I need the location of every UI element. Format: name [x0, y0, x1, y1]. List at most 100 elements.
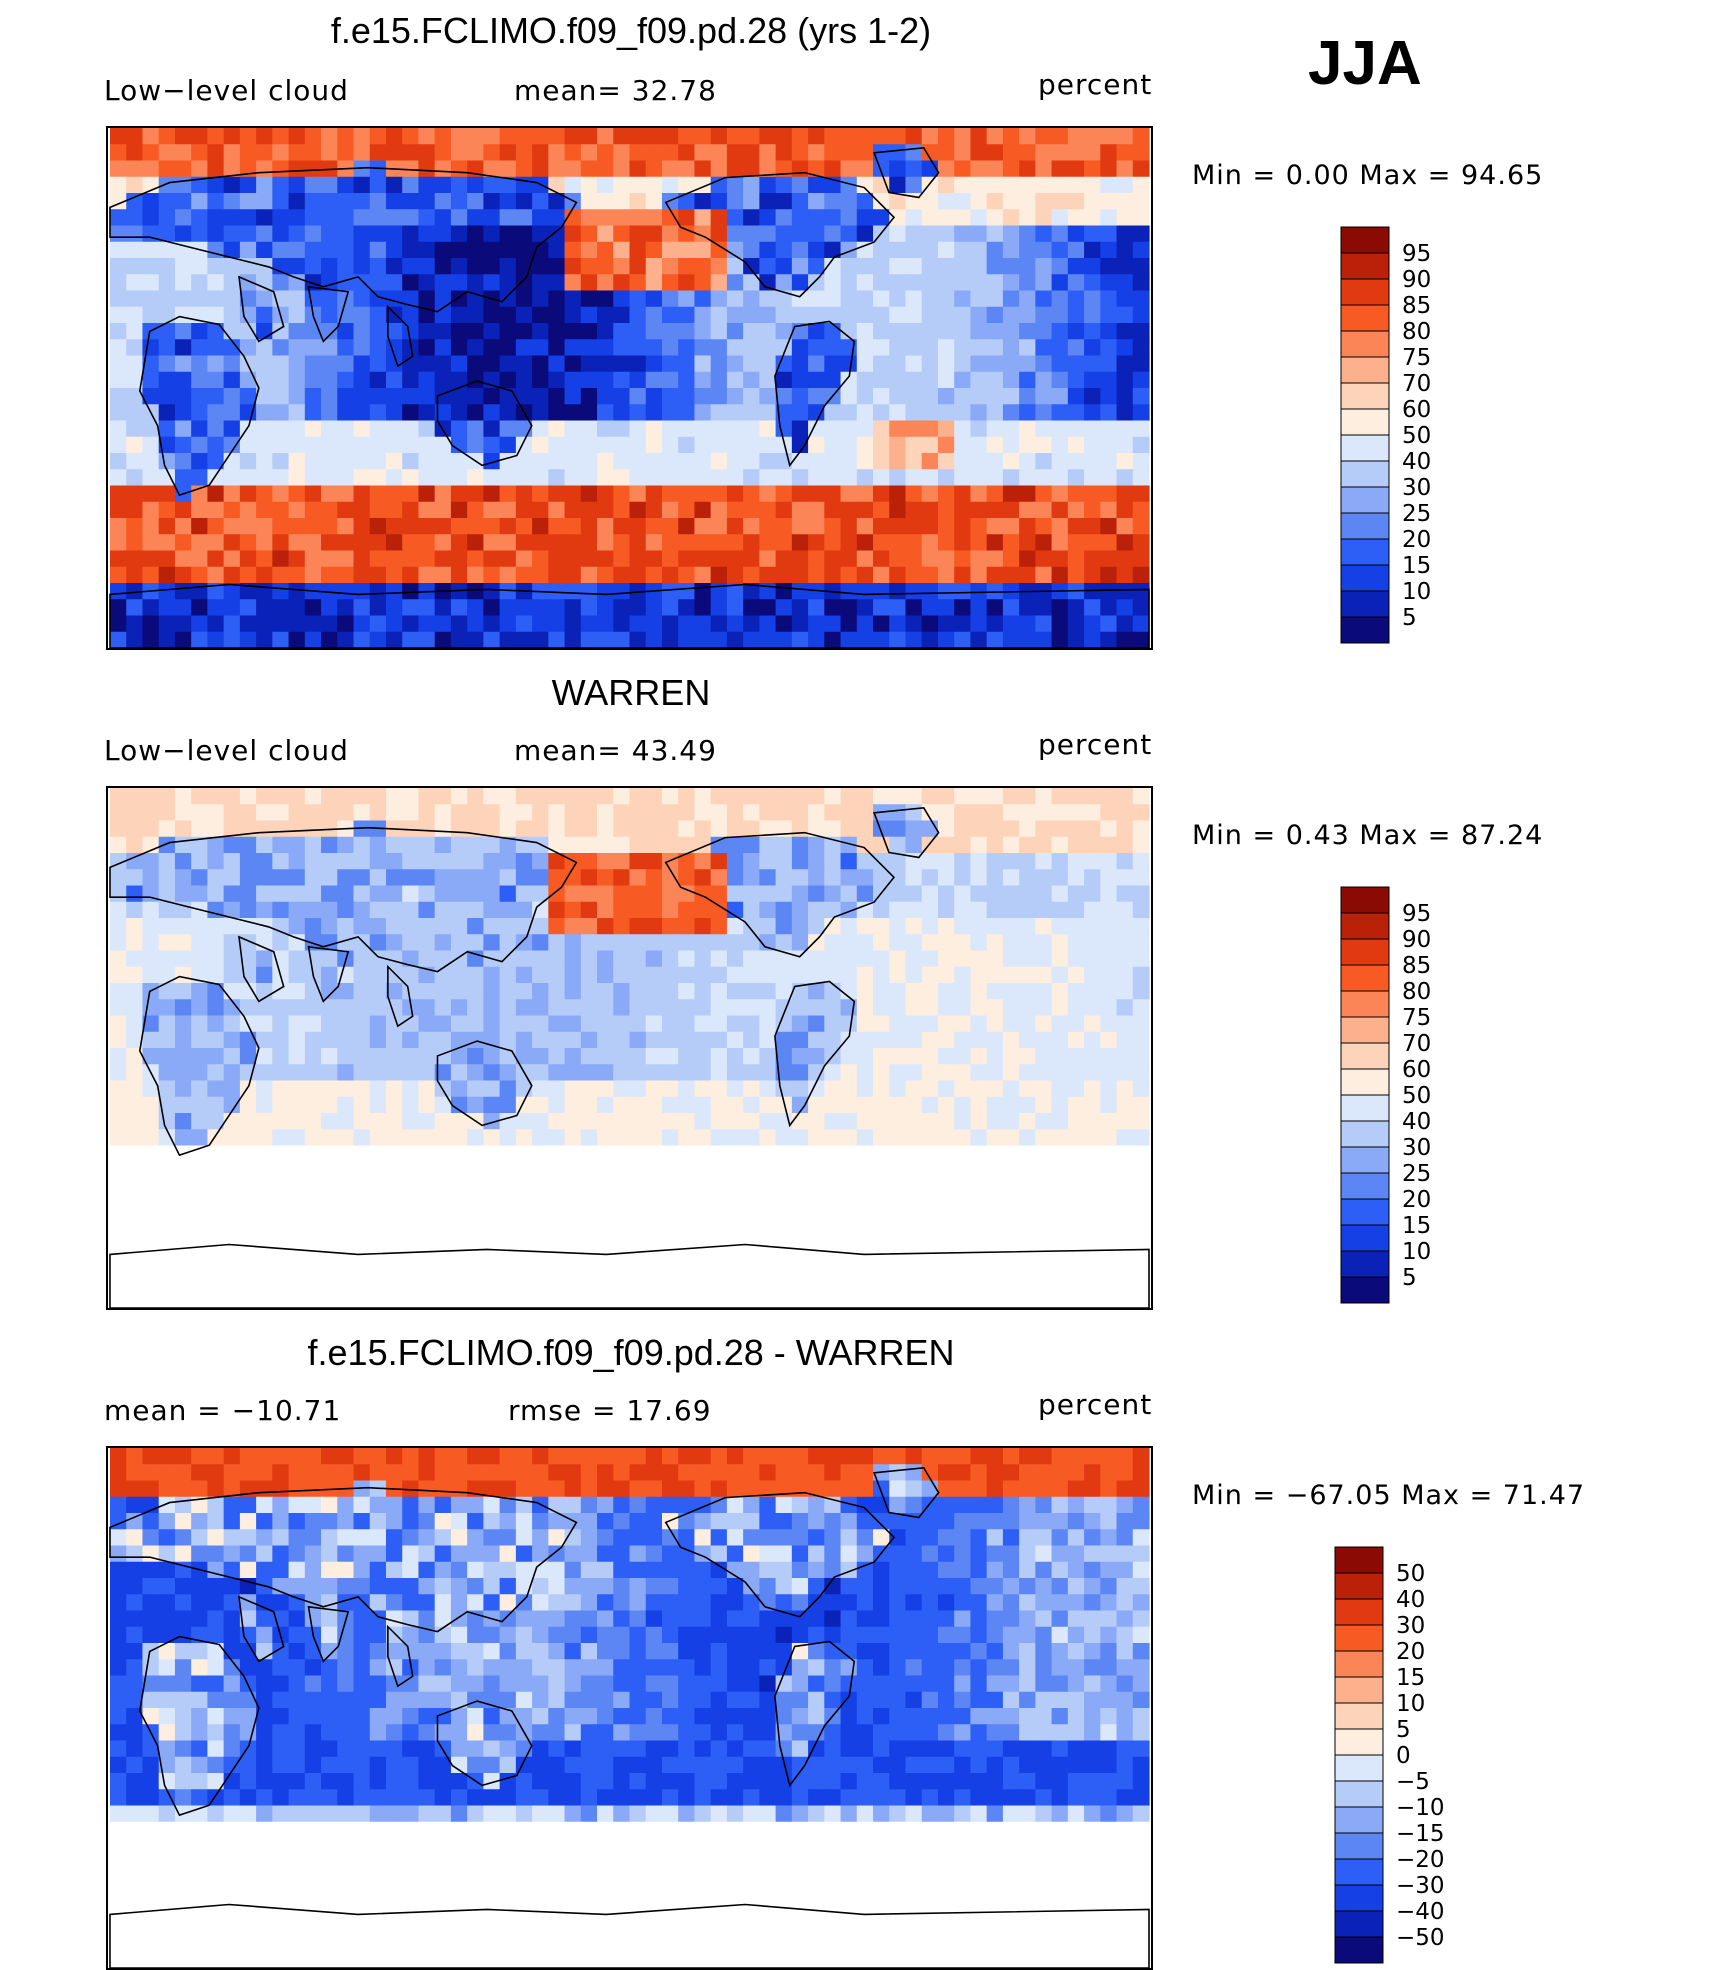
- panel-3-cell: [1035, 1578, 1053, 1595]
- panel-2-cell: [337, 869, 355, 887]
- panel-2-cell: [1116, 999, 1134, 1017]
- panel-1-cell: [1035, 518, 1053, 535]
- panel-2-cell: [142, 966, 160, 984]
- panel-1-cell: [791, 518, 809, 535]
- panel-2-cell: [337, 999, 355, 1017]
- panel-2-cell: [808, 1080, 825, 1098]
- panel-2-coastline: [774, 980, 856, 1128]
- panel-3-cell: [450, 1448, 468, 1465]
- panel-2-cell: [856, 1243, 874, 1260]
- panel-2-colorbar-swatch: [1340, 912, 1390, 940]
- panel-1-cell: [726, 128, 744, 145]
- panel-1-cell: [288, 176, 306, 194]
- panel-1-cell: [158, 225, 176, 243]
- panel-1-cell: [564, 160, 582, 178]
- panel-3-cell: [629, 1513, 647, 1530]
- panel-1-cell: [499, 323, 517, 340]
- panel-1-cell: [142, 388, 160, 405]
- panel-1-cell: [791, 436, 809, 454]
- panel-3-cell: [402, 1545, 420, 1563]
- panel-3-cell: [1035, 1626, 1053, 1644]
- panel-2-cell: [1019, 836, 1036, 854]
- panel-1-cell: [726, 371, 744, 389]
- panel-3-cell: [321, 1496, 338, 1514]
- panel-2-colorbar-swatch: [1340, 1198, 1390, 1226]
- panel-2-cell: [1116, 1243, 1134, 1260]
- panel-3-cell: [629, 1464, 647, 1482]
- panel-2-cell: [759, 836, 777, 854]
- panel-2-cell: [954, 788, 972, 805]
- panel-1-cell: [239, 290, 257, 308]
- panel-1-cell: [824, 550, 842, 568]
- panel-2-cell: [629, 934, 647, 952]
- panel-1-cell: [954, 453, 972, 470]
- panel-2-cell: [564, 885, 582, 903]
- panel-2-cell: [661, 1145, 679, 1163]
- panel-1-cell: [1067, 371, 1085, 389]
- panel-2-cell: [1084, 885, 1101, 903]
- panel-1-cell: [759, 176, 777, 194]
- panel-3-cell: [223, 1578, 241, 1595]
- panel-2-cell: [1100, 1226, 1118, 1244]
- panel-2-cell: [418, 1194, 436, 1212]
- panel-2-cell: [304, 1291, 322, 1308]
- panel-2-cell: [158, 1129, 176, 1147]
- panel-2-cell: [726, 950, 744, 968]
- panel-2-cell: [775, 1129, 793, 1147]
- panel-1-cell: [109, 485, 127, 503]
- panel-1-cell: [256, 485, 273, 503]
- panel-2-cell: [1002, 1096, 1020, 1114]
- panel-2-cell: [1002, 999, 1020, 1017]
- panel-1-cell: [661, 193, 679, 210]
- panel-1-cell: [824, 534, 842, 552]
- panel-1-cell: [467, 420, 484, 438]
- panel-2-cell: [369, 1096, 387, 1114]
- panel-2-cell: [986, 1226, 1004, 1244]
- panel-3-cell: [272, 1513, 290, 1530]
- panel-2-cell: [304, 901, 322, 919]
- panel-1-cell: [921, 518, 939, 535]
- panel-3-cell: [223, 1594, 241, 1612]
- panel-1-cell: [937, 566, 955, 584]
- panel-1-cell: [1067, 193, 1085, 210]
- panel-1-cell: [1067, 209, 1085, 227]
- panel-1-cell: [970, 339, 988, 357]
- panel-1-cell: [109, 355, 127, 373]
- panel-2-cell: [321, 836, 338, 854]
- panel-2-cell: [483, 885, 501, 903]
- panel-1-cell: [856, 160, 874, 178]
- panel-2-cell: [726, 1145, 744, 1163]
- panel-1-cell: [840, 306, 858, 324]
- panel-2-cell: [645, 788, 663, 805]
- panel-1-cell: [450, 193, 468, 210]
- panel-2-cell: [548, 1048, 566, 1065]
- panel-2-cell: [158, 966, 176, 984]
- panel-2-cell: [840, 918, 858, 935]
- panel-1-cell: [970, 144, 988, 162]
- panel-2-cell: [564, 1031, 582, 1049]
- panel-3-cell: [1067, 1610, 1085, 1628]
- panel-3-cell: [434, 1594, 452, 1612]
- panel-2-cell: [1019, 1291, 1036, 1308]
- panel-1-cell: [548, 615, 566, 633]
- panel-1-cell: [613, 469, 631, 487]
- panel-2-cell: [743, 804, 760, 822]
- panel-2-cell: [126, 983, 144, 1000]
- panel-3-cell: [580, 1529, 598, 1547]
- panel-2-cell: [499, 918, 517, 935]
- panel-1-cell: [239, 128, 257, 145]
- panel-1-cell: [434, 599, 452, 617]
- panel-3-map: [106, 1446, 1153, 1970]
- panel-1-cell: [499, 241, 517, 259]
- panel-2-cell: [434, 853, 452, 870]
- panel-2-cell: [791, 1291, 809, 1308]
- panel-1-cell: [905, 225, 923, 243]
- panel-3-cell: [856, 1529, 874, 1547]
- panel-1-cell: [1084, 306, 1101, 324]
- panel-1-cell: [337, 323, 355, 340]
- panel-1-cell: [873, 371, 890, 389]
- panel-1-cell: [256, 355, 273, 373]
- panel-1-cell: [645, 209, 663, 227]
- panel-3-cell: [353, 1594, 371, 1612]
- panel-3-cell: [532, 1529, 549, 1547]
